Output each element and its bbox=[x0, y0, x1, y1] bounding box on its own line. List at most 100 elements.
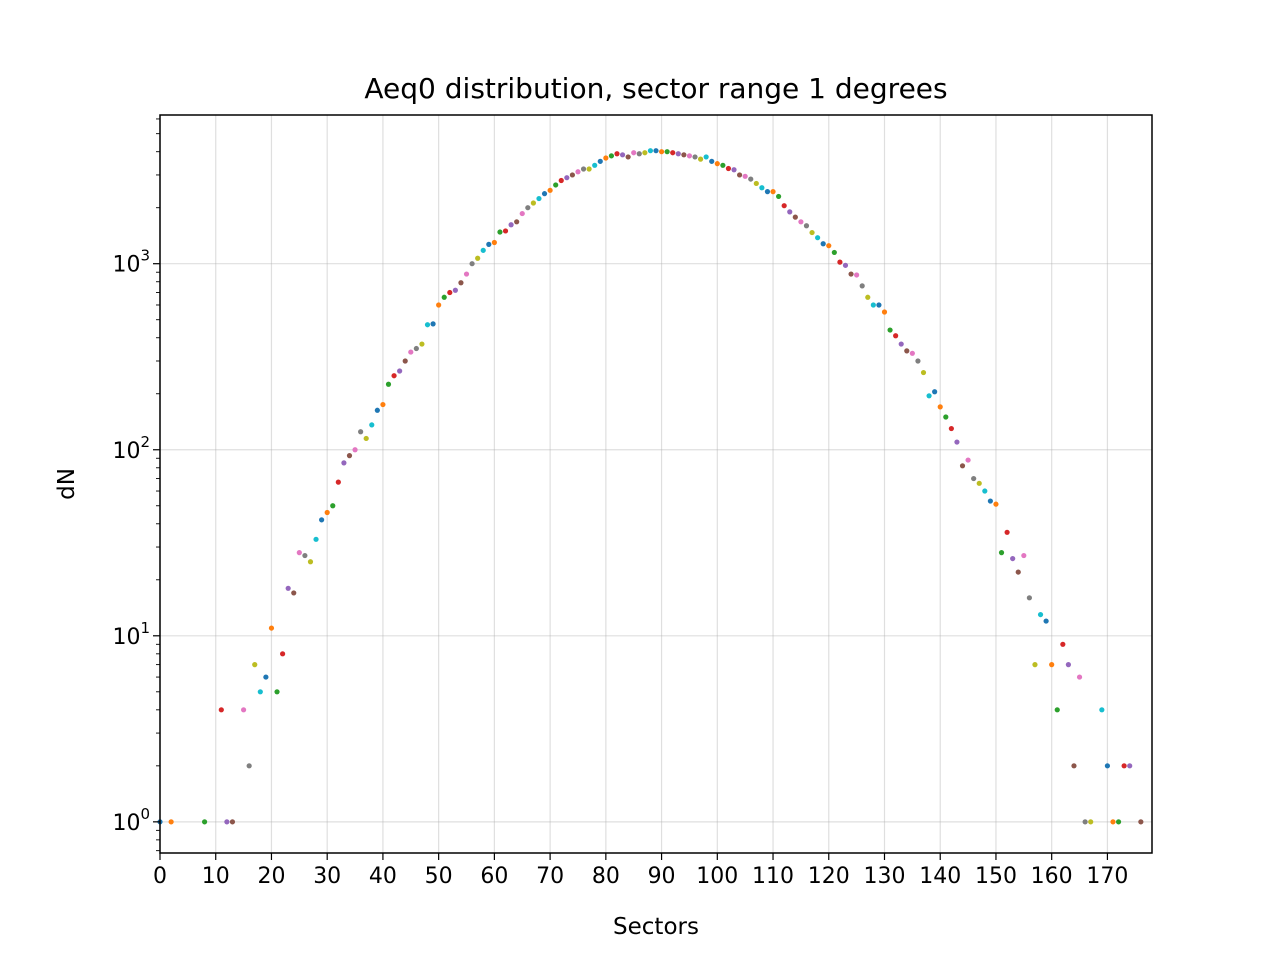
data-point bbox=[965, 457, 971, 463]
data-point bbox=[564, 175, 570, 181]
data-point bbox=[848, 271, 854, 277]
data-point bbox=[1004, 529, 1010, 535]
data-point bbox=[831, 249, 837, 256]
data-point bbox=[904, 348, 910, 354]
data-point bbox=[313, 536, 319, 542]
data-point bbox=[541, 191, 548, 197]
data-point bbox=[508, 222, 514, 228]
data-point bbox=[681, 152, 687, 158]
data-point bbox=[252, 662, 258, 668]
data-point bbox=[809, 229, 815, 236]
data-point bbox=[1026, 595, 1032, 601]
data-point bbox=[1076, 674, 1083, 680]
data-point bbox=[458, 280, 464, 286]
data-point bbox=[631, 150, 637, 156]
data-point bbox=[948, 425, 954, 432]
points-layer bbox=[157, 148, 1144, 825]
y-tick-exponent: 2 bbox=[140, 433, 150, 451]
data-point bbox=[441, 294, 447, 300]
data-point bbox=[714, 161, 720, 167]
data-point bbox=[776, 193, 782, 200]
data-point bbox=[1037, 611, 1044, 618]
x-tick-label: 50 bbox=[425, 864, 453, 889]
data-point bbox=[519, 210, 525, 217]
data-point bbox=[358, 429, 364, 435]
data-point bbox=[463, 271, 470, 277]
x-tick-label: 0 bbox=[153, 864, 167, 889]
y-axis-label: dN bbox=[54, 468, 80, 500]
x-tick-label: 10 bbox=[202, 864, 230, 889]
data-point bbox=[709, 158, 715, 164]
data-point bbox=[798, 219, 804, 225]
data-point bbox=[731, 167, 737, 173]
data-point bbox=[770, 189, 776, 195]
data-point bbox=[1127, 763, 1133, 769]
data-point bbox=[424, 322, 431, 328]
data-point bbox=[168, 819, 174, 825]
data-point bbox=[1060, 641, 1066, 647]
data-point bbox=[491, 239, 497, 246]
x-axis-label: Sectors bbox=[613, 914, 699, 940]
x-tick-label: 150 bbox=[975, 864, 1017, 889]
data-point bbox=[352, 447, 358, 453]
data-point bbox=[619, 152, 626, 158]
data-point bbox=[959, 463, 966, 469]
x-tick-label: 120 bbox=[808, 864, 850, 889]
x-tick-label: 40 bbox=[369, 864, 397, 889]
data-point bbox=[1010, 555, 1016, 562]
y-tick-base: 10 bbox=[112, 439, 140, 464]
data-point bbox=[1138, 819, 1144, 825]
x-tick-label: 110 bbox=[752, 864, 794, 889]
data-point bbox=[603, 155, 609, 161]
x-tick-label: 80 bbox=[592, 864, 620, 889]
x-tick-label: 20 bbox=[257, 864, 285, 889]
data-point bbox=[881, 309, 888, 315]
data-point bbox=[1043, 618, 1049, 624]
data-point bbox=[893, 333, 899, 339]
data-point bbox=[1115, 819, 1122, 825]
data-point bbox=[530, 200, 536, 206]
data-point bbox=[753, 180, 759, 187]
data-point bbox=[475, 255, 481, 261]
data-point bbox=[876, 302, 882, 308]
data-point bbox=[1110, 819, 1116, 825]
data-point bbox=[363, 435, 369, 442]
data-point bbox=[915, 358, 921, 364]
data-point bbox=[954, 439, 960, 445]
data-point bbox=[736, 172, 743, 178]
data-point bbox=[597, 158, 603, 164]
y-tick-exponent: 1 bbox=[140, 619, 150, 637]
data-point bbox=[854, 272, 860, 278]
data-point bbox=[280, 651, 286, 657]
data-point bbox=[1015, 569, 1021, 575]
data-point bbox=[1104, 763, 1111, 769]
data-point bbox=[324, 509, 330, 516]
data-point bbox=[291, 590, 297, 596]
data-point bbox=[246, 763, 252, 769]
data-point bbox=[268, 625, 275, 631]
data-point bbox=[971, 475, 977, 482]
x-tick-label: 70 bbox=[536, 864, 564, 889]
data-point bbox=[697, 156, 704, 162]
data-point bbox=[307, 559, 314, 565]
y-tick-exponent: 0 bbox=[140, 805, 150, 823]
data-point bbox=[1021, 552, 1027, 559]
data-point bbox=[397, 368, 403, 374]
data-point bbox=[408, 349, 414, 355]
data-point bbox=[553, 182, 559, 188]
data-point bbox=[419, 341, 425, 347]
data-point bbox=[296, 550, 302, 556]
data-point bbox=[781, 203, 787, 209]
data-point bbox=[486, 241, 492, 247]
data-point bbox=[787, 209, 793, 215]
data-point bbox=[413, 345, 419, 352]
data-point bbox=[436, 302, 442, 308]
data-point bbox=[608, 153, 615, 159]
x-tick-label: 170 bbox=[1086, 864, 1128, 889]
data-point bbox=[302, 552, 308, 559]
data-point bbox=[330, 503, 336, 509]
data-point bbox=[932, 389, 938, 395]
data-point bbox=[742, 173, 748, 179]
